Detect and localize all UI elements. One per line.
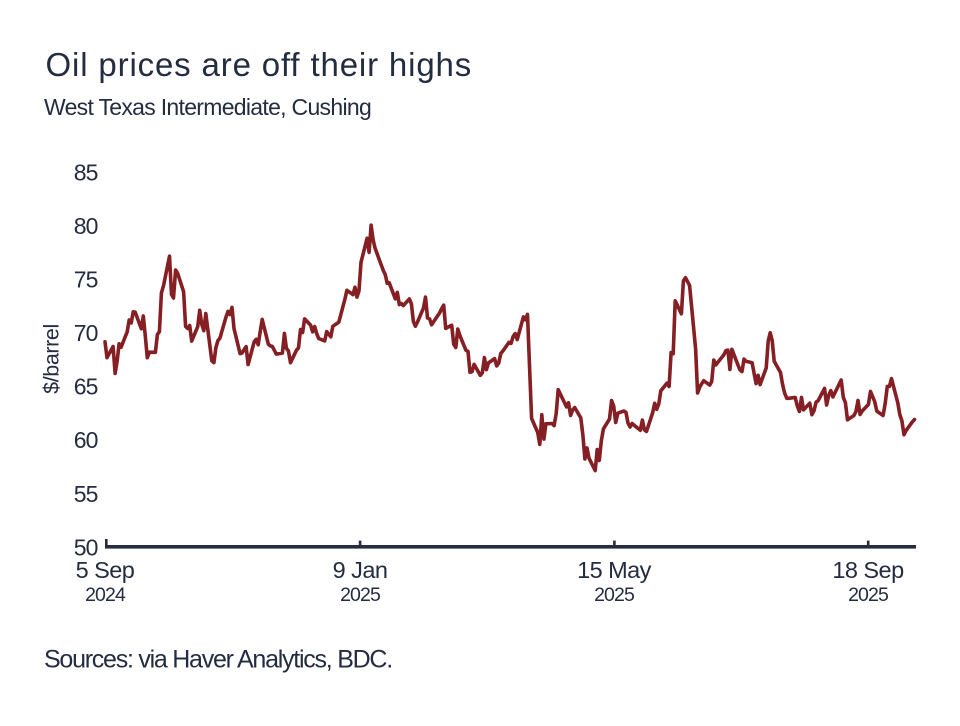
svg-text:55: 55	[74, 481, 98, 507]
svg-text:60: 60	[74, 427, 98, 453]
svg-text:85: 85	[74, 159, 98, 185]
svg-text:Sources: via Haver Analytics,: Sources: via Haver Analytics, BDC.	[44, 646, 392, 674]
svg-text:Oil prices are off their highs: Oil prices are off their highs	[46, 46, 473, 83]
svg-text:65: 65	[74, 374, 98, 400]
svg-text:15 May: 15 May	[577, 557, 652, 583]
svg-text:18 Sep: 18 Sep	[832, 557, 904, 583]
svg-text:$/barrel: $/barrel	[40, 324, 64, 394]
svg-text:2025: 2025	[848, 584, 889, 606]
svg-text:5 Sep: 5 Sep	[76, 557, 135, 583]
svg-text:2025: 2025	[594, 584, 635, 606]
svg-text:50: 50	[74, 534, 98, 560]
svg-text:2025: 2025	[340, 584, 381, 606]
svg-text:West Texas Intermediate, Cushi: West Texas Intermediate, Cushing	[44, 94, 371, 120]
svg-text:70: 70	[74, 320, 98, 346]
svg-text:80: 80	[74, 213, 98, 239]
svg-text:2024: 2024	[85, 584, 126, 606]
svg-text:9 Jan: 9 Jan	[333, 557, 388, 583]
svg-text:75: 75	[74, 267, 98, 293]
